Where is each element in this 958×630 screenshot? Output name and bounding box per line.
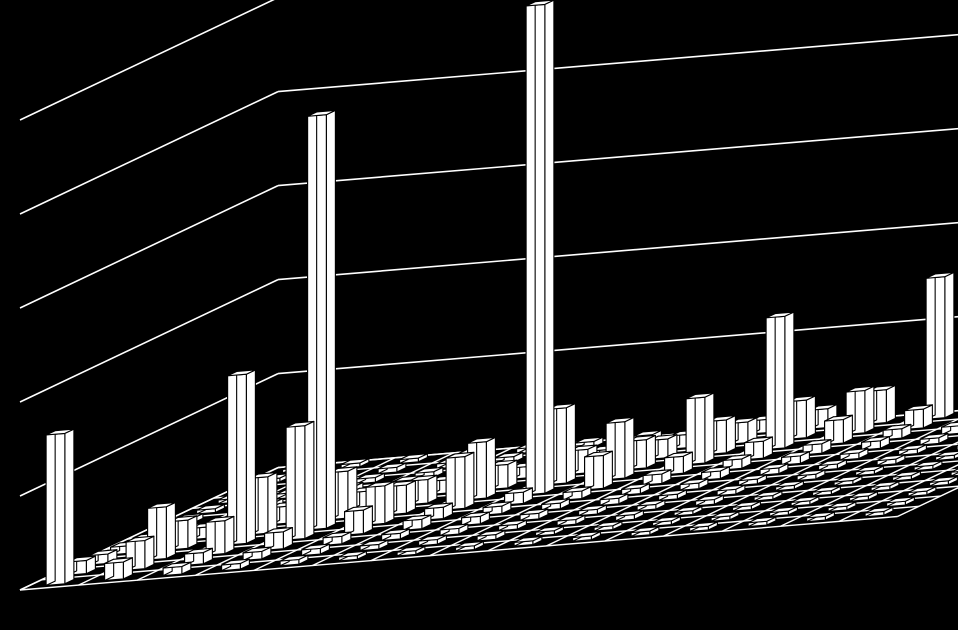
bar (46, 429, 74, 585)
bar (766, 312, 794, 449)
3d-bar-chart (0, 0, 958, 630)
bar (526, 0, 554, 495)
bar (345, 506, 373, 535)
bar (286, 421, 314, 540)
bar (105, 558, 133, 581)
bar (585, 451, 613, 490)
bar (926, 272, 954, 419)
bar (446, 452, 474, 510)
